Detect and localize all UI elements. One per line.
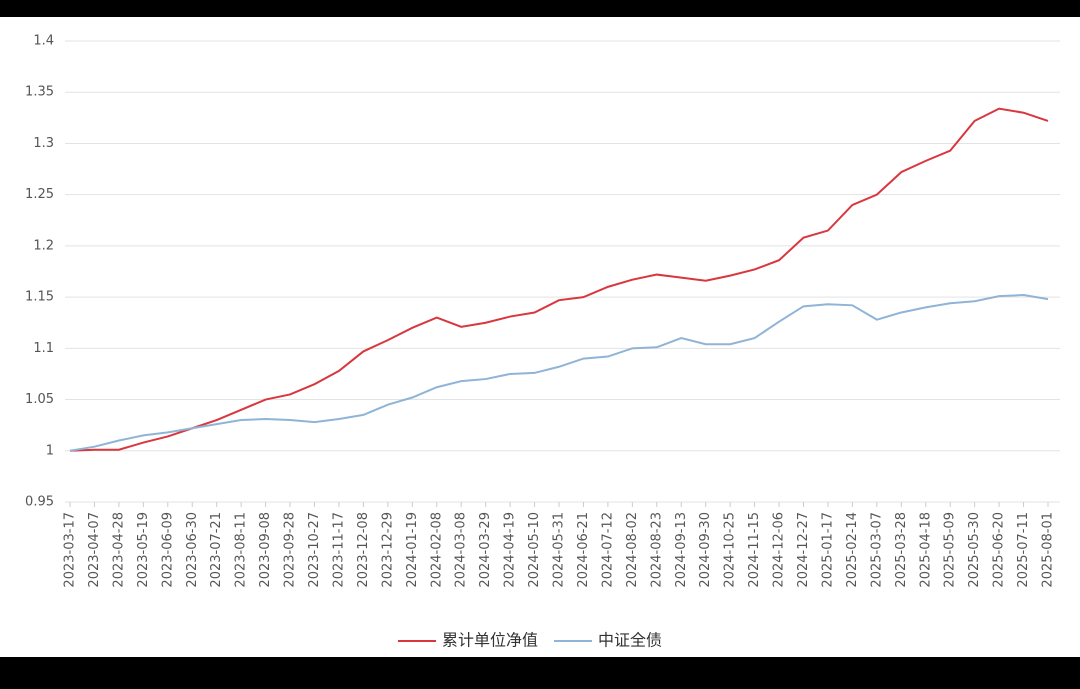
y-tick-label: 1.15: [25, 290, 54, 305]
y-tick-label: 1.25: [25, 187, 54, 202]
x-tick-label: 2023-05-19: [136, 512, 151, 588]
x-tick-label: 2023-11-17: [331, 512, 346, 588]
x-tick-label: 2025-06-20: [992, 512, 1007, 588]
x-tick-label: 2024-05-10: [527, 512, 542, 588]
y-tick-label: 1.4: [33, 34, 54, 49]
x-tick-label: 2024-09-13: [674, 512, 689, 588]
x-tick-label: 2025-08-01: [1041, 512, 1056, 588]
x-tick-label: 2023-04-28: [111, 512, 126, 588]
y-tick-label: 1.2: [33, 238, 54, 253]
x-tick-label: 2024-08-23: [649, 512, 664, 588]
y-tick-label: 1.1: [33, 341, 54, 356]
x-tick-label: 2023-12-29: [380, 512, 395, 588]
x-tick-label: 2024-09-30: [698, 512, 713, 588]
x-tick-label: 2024-11-15: [747, 512, 762, 588]
x-tick-label: 2023-07-21: [209, 512, 224, 588]
x-tick-label: 2023-12-08: [356, 512, 371, 588]
x-tick-label: 2025-04-18: [918, 512, 933, 588]
x-tick-label: 2024-12-27: [796, 512, 811, 588]
y-tick-label: 1.35: [25, 85, 54, 100]
legend-label: 中证全债: [598, 631, 662, 650]
x-tick-label: 2024-03-29: [478, 512, 493, 588]
x-tick-label: 2024-12-06: [772, 512, 787, 588]
x-tick-label: 2025-03-07: [869, 512, 884, 588]
x-tick-label: 2023-09-28: [283, 512, 298, 588]
x-tick-label: 2025-05-09: [943, 512, 958, 588]
series-line: [69, 107, 1049, 452]
legend: 累计单位净值 中证全债: [398, 631, 662, 650]
x-tick-label: 2023-10-27: [307, 512, 322, 588]
x-tick-label: 2024-10-25: [723, 512, 738, 588]
x-tick-label: 2023-03-17: [63, 512, 78, 588]
y-tick-label: 1.3: [33, 136, 54, 151]
x-tick-label: 2024-07-12: [600, 512, 615, 588]
x-tick-label: 2025-03-28: [894, 512, 909, 588]
x-tick-label: 2024-01-19: [405, 512, 420, 588]
x-tick-label: 2025-07-11: [1016, 512, 1031, 588]
x-tick-label: 2024-05-31: [552, 512, 567, 588]
y-tick-label: 1: [46, 443, 54, 458]
x-tick-label: 2025-05-30: [967, 512, 982, 588]
x-tick-label: 2024-02-08: [429, 512, 444, 588]
x-tick-label: 2023-06-09: [160, 512, 175, 588]
x-tick-label: 2024-03-08: [454, 512, 469, 588]
legend-label: 累计单位净值: [442, 631, 538, 650]
x-tick-label: 2023-09-08: [258, 512, 273, 588]
x-tick-label: 2023-08-11: [234, 512, 249, 588]
y-tick-label: 1.05: [25, 392, 54, 407]
x-tick-label: 2024-04-19: [503, 512, 518, 588]
x-tick-label: 2024-06-21: [576, 512, 591, 588]
x-tick-label: 2024-08-02: [625, 512, 640, 588]
x-tick-label: 2025-01-17: [820, 512, 835, 588]
plot-background: [0, 17, 1080, 657]
x-tick-label: 2023-04-07: [87, 512, 102, 588]
x-tick-label: 2023-06-30: [185, 512, 200, 588]
series-line: [69, 294, 1049, 452]
x-tick-label: 2025-02-14: [845, 512, 860, 588]
y-tick-label: 0.95: [25, 495, 54, 510]
